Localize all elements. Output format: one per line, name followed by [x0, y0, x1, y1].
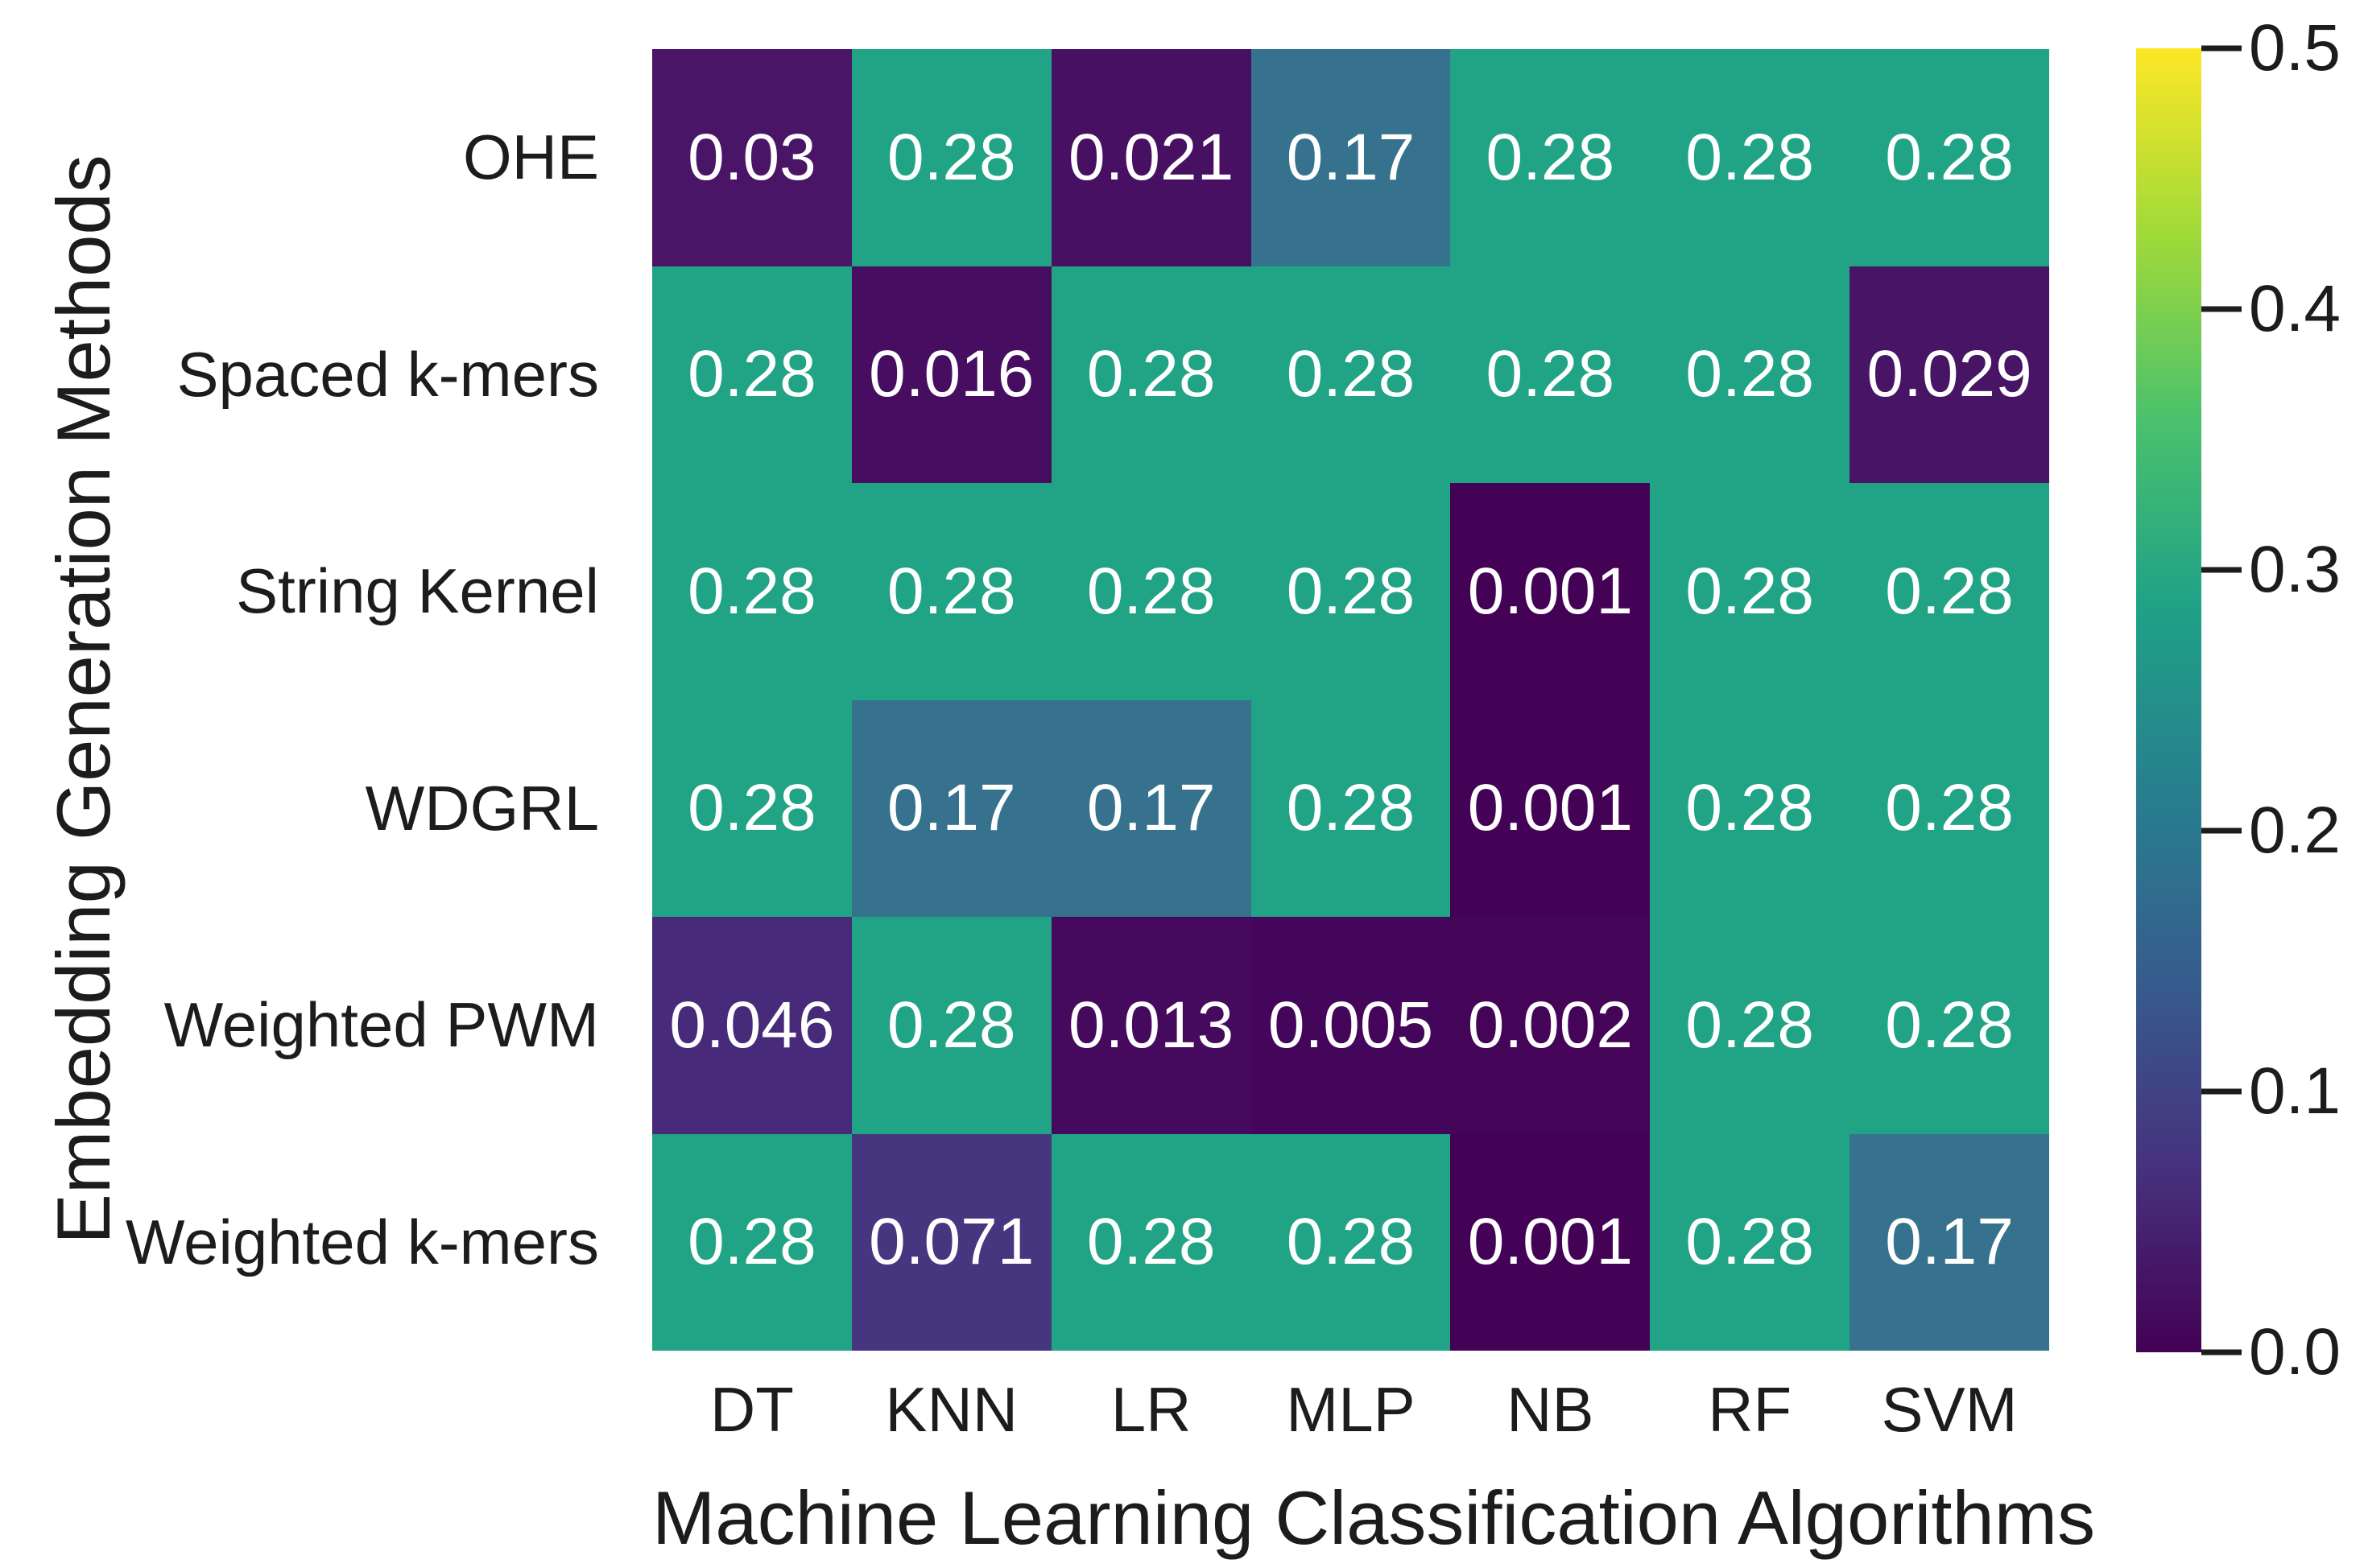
heatmap-cell: 0.28	[851, 49, 1052, 266]
heatmap-cell: 0.17	[1849, 1133, 2049, 1351]
x-tick-label: RF	[1708, 1374, 1792, 1445]
heatmap-cell: 0.28	[1650, 699, 1850, 917]
y-tick-label: String Kernel	[236, 555, 599, 627]
heatmap-cell: 0.28	[1250, 699, 1451, 917]
heatmap-cell: 0.28	[652, 266, 852, 483]
colorbar-tick-label: 0.2	[2249, 794, 2341, 867]
heatmap-cell: 0.28	[1250, 1133, 1451, 1351]
colorbar-tick-label: 0.5	[2249, 11, 2341, 85]
heatmap-cell: 0.28	[1650, 1133, 1850, 1351]
y-tick-label: Weighted PWM	[163, 989, 599, 1061]
heatmap-cell: 0.28	[652, 483, 852, 700]
x-tick-label: SVM	[1881, 1374, 2018, 1445]
colorbar-gradient	[2136, 48, 2201, 1352]
heatmap-cell: 0.013	[1051, 917, 1251, 1134]
y-tick-label: WDGRL	[365, 772, 599, 844]
heatmap-grid: 0.03 0.28 0.021 0.17 0.28 0.28 0.28 0.28 0.016 0.…	[652, 49, 2049, 1351]
heatmap-cell: 0.17	[1051, 699, 1251, 917]
colorbar-tick-label: 0.4	[2249, 272, 2341, 345]
heatmap-cell: 0.001	[1450, 1133, 1651, 1351]
heatmap-cell: 0.28	[851, 917, 1052, 1134]
y-tick-label: Spaced k-mers	[176, 338, 599, 410]
y-tick-labels: OHE Spaced k-mers String Kernel WDGRL Weight…	[0, 49, 633, 1351]
heatmap-cell: 0.28	[1849, 699, 2049, 917]
heatmap-cell: 0.021	[1051, 49, 1251, 266]
colorbar-tick-mark	[2201, 827, 2242, 834]
heatmap-cell: 0.28	[1051, 483, 1251, 700]
heatmap-cell: 0.28	[1051, 266, 1251, 483]
heatmap-cell: 0.17	[851, 699, 1052, 917]
colorbar-tick-mark	[2201, 1349, 2242, 1355]
heatmap-cell: 0.28	[1849, 917, 2049, 1134]
heatmap-cell: 0.28	[652, 1133, 852, 1351]
y-tick-label: Weighted k-mers	[125, 1206, 599, 1277]
y-tick-label: OHE	[462, 122, 599, 193]
heatmap-cell: 0.28	[1650, 266, 1850, 483]
heatmap-cell: 0.005	[1250, 917, 1451, 1134]
x-tick-labels: DT KNN LR MLP NB RF SVM	[652, 1373, 2049, 1454]
x-tick-label: DT	[709, 1374, 794, 1445]
heatmap-cell: 0.28	[1051, 1133, 1251, 1351]
colorbar-tick-mark	[2201, 567, 2242, 573]
heatmap-cell: 0.071	[851, 1133, 1052, 1351]
x-tick-label: LR	[1110, 1374, 1192, 1445]
heatmap-cell: 0.28	[1650, 483, 1850, 700]
heatmap-cell: 0.28	[1849, 49, 2049, 266]
heatmap-cell: 0.016	[851, 266, 1052, 483]
x-axis-title: Machine Learning Classification Algorith…	[652, 1475, 2096, 1560]
heatmap-cell: 0.28	[1650, 49, 1850, 266]
heatmap-cell: 0.28	[1650, 917, 1850, 1134]
heatmap-cell: 0.002	[1450, 917, 1651, 1134]
heatmap-cell: 0.03	[652, 49, 852, 266]
x-tick-label: MLP	[1286, 1374, 1416, 1445]
heatmap-cell: 0.17	[1250, 49, 1451, 266]
heatmap-cell: 0.28	[1250, 483, 1451, 700]
heatmap-cell: 0.28	[851, 483, 1052, 700]
heatmap-cell: 0.28	[1450, 49, 1651, 266]
colorbar-tick-label: 0.3	[2249, 533, 2341, 606]
heatmap-cell: 0.001	[1450, 483, 1651, 700]
colorbar-tick-label: 0.1	[2249, 1054, 2341, 1128]
colorbar-tick-mark	[2201, 1088, 2242, 1095]
colorbar-tick-mark	[2201, 45, 2242, 52]
colorbar-tick-label: 0.0	[2249, 1315, 2341, 1389]
heatmap-cell: 0.28	[1450, 266, 1651, 483]
x-tick-label: KNN	[885, 1374, 1019, 1445]
heatmap-cell: 0.046	[652, 917, 852, 1134]
heatmap-cell: 0.029	[1849, 266, 2049, 483]
heatmap-cell: 0.28	[1250, 266, 1451, 483]
x-tick-label: NB	[1506, 1374, 1594, 1445]
colorbar-tick-mark	[2201, 306, 2242, 312]
heatmap-cell: 0.28	[1849, 483, 2049, 700]
heatmap-cell: 0.001	[1450, 699, 1651, 917]
colorbar: 0.5 0.4 0.3 0.2 0.1 0.0	[2136, 11, 2341, 1389]
heatmap-cell: 0.28	[652, 699, 852, 917]
